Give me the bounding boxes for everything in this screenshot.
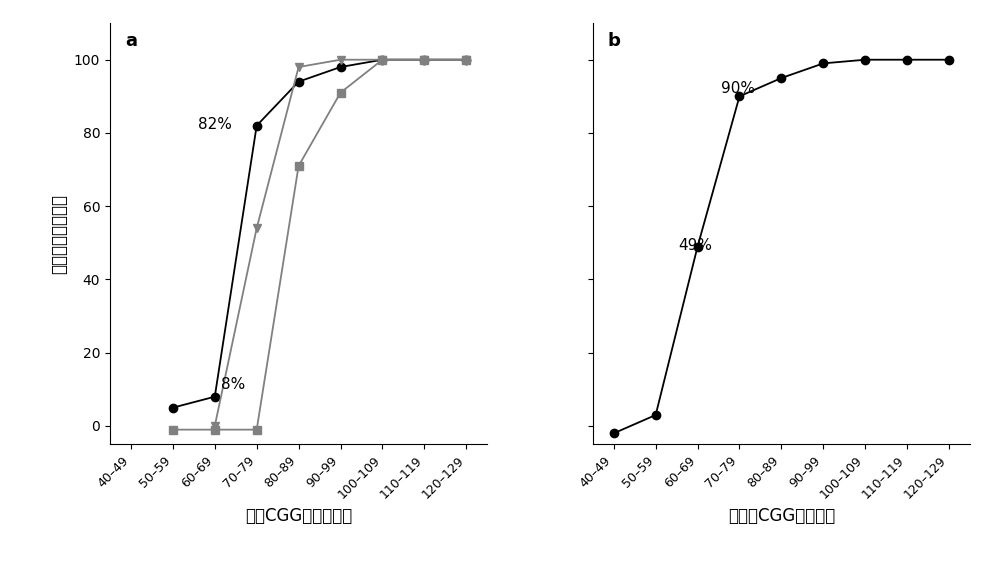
Text: b: b	[608, 32, 621, 50]
Text: a: a	[125, 32, 137, 50]
X-axis label: 母体绯CGG重复长度: 母体绯CGG重复长度	[728, 507, 835, 525]
Text: 90%: 90%	[721, 81, 755, 96]
Text: 8%: 8%	[221, 377, 245, 392]
Text: 49%: 49%	[679, 238, 713, 253]
Text: 82%: 82%	[198, 117, 232, 132]
X-axis label: 母体CGG重复总长度: 母体CGG重复总长度	[245, 507, 352, 525]
Y-axis label: 全突变儿童百分比: 全突变儿童百分比	[50, 194, 68, 273]
